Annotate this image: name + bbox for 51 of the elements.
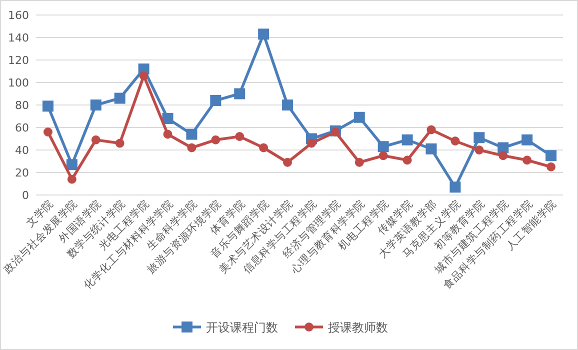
point bbox=[235, 132, 244, 141]
point bbox=[426, 125, 436, 134]
point bbox=[450, 136, 460, 146]
y-tick-label: 60 bbox=[15, 122, 29, 134]
point bbox=[42, 100, 54, 112]
point bbox=[402, 156, 412, 165]
point bbox=[378, 151, 388, 160]
point bbox=[66, 159, 78, 170]
point bbox=[426, 143, 437, 154]
y-tick-label: 140 bbox=[8, 32, 29, 44]
point bbox=[330, 128, 340, 136]
legend-label: 授课教师数 bbox=[328, 320, 388, 334]
point bbox=[474, 132, 485, 144]
point bbox=[210, 95, 222, 106]
point bbox=[283, 158, 292, 167]
point bbox=[115, 138, 124, 148]
point bbox=[546, 150, 557, 162]
point bbox=[354, 158, 364, 167]
point bbox=[354, 112, 365, 123]
point bbox=[282, 100, 294, 110]
point bbox=[498, 151, 508, 160]
y-tick-label: 40 bbox=[15, 144, 29, 157]
y-tick-label: 160 bbox=[8, 9, 29, 22]
point bbox=[522, 134, 533, 146]
point bbox=[211, 135, 220, 144]
point bbox=[258, 28, 270, 40]
point bbox=[67, 174, 76, 184]
point bbox=[114, 92, 126, 104]
point bbox=[187, 143, 196, 152]
point bbox=[306, 138, 316, 148]
y-tick-label: 80 bbox=[15, 99, 29, 112]
point bbox=[522, 156, 532, 165]
point bbox=[162, 113, 174, 124]
y-tick-label: 100 bbox=[8, 76, 29, 90]
point bbox=[186, 128, 198, 140]
point bbox=[139, 71, 148, 80]
point bbox=[546, 162, 556, 172]
y-tick-label: 120 bbox=[8, 54, 29, 67]
point bbox=[402, 134, 413, 146]
point bbox=[234, 88, 246, 100]
legend-label: 开设课程门数 bbox=[206, 320, 278, 334]
point bbox=[43, 128, 52, 136]
y-tick-label: 20 bbox=[15, 166, 29, 180]
point bbox=[474, 146, 484, 154]
point bbox=[90, 100, 102, 110]
point bbox=[91, 135, 100, 144]
point bbox=[450, 182, 461, 193]
point bbox=[163, 130, 172, 139]
y-tick-label: 0 bbox=[22, 189, 29, 202]
point bbox=[259, 143, 268, 152]
point bbox=[378, 141, 389, 152]
